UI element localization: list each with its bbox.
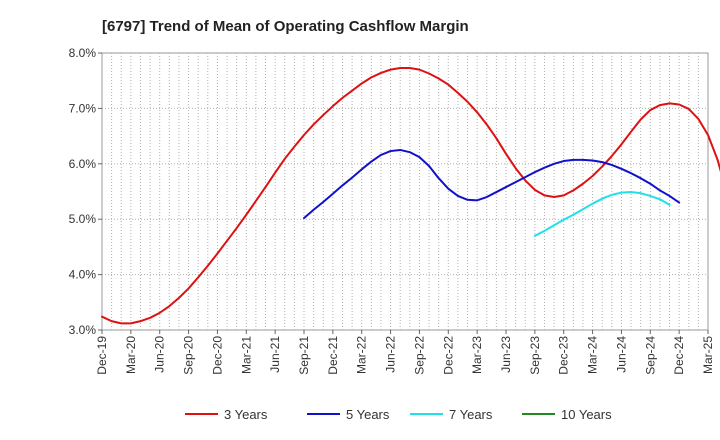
series-line-3-years — [101, 66, 720, 325]
x-tick-label: Dec-22 — [441, 336, 455, 375]
legend-label-10-years: 10 Years — [561, 407, 612, 422]
x-tick-label: Sep-22 — [412, 336, 426, 375]
y-axis: 3.0% 4.0% 5.0% 6.0% 7.0% 8.0% — [69, 46, 102, 337]
y-tick-label: 3.0% — [69, 323, 97, 337]
legend-label-3-years: 3 Years — [224, 407, 268, 422]
series-line-5-years — [303, 148, 681, 220]
y-tick-label: 6.0% — [69, 157, 97, 171]
plot-area — [101, 52, 709, 331]
y-tick-label: 7.0% — [69, 101, 97, 115]
chart-title: [6797] Trend of Mean of Operating Cashfl… — [102, 18, 469, 35]
y-tick-label: 5.0% — [69, 212, 97, 226]
series-lines — [101, 66, 720, 325]
series-line-7-years — [533, 191, 671, 237]
x-tick-label: Sep-23 — [528, 336, 542, 375]
x-tick-label: Jun-22 — [384, 336, 398, 373]
x-tick-label: Dec-20 — [210, 336, 224, 375]
legend-label-5-years: 5 Years — [346, 407, 390, 422]
x-tick-label: Jun-23 — [499, 336, 513, 373]
x-axis: Dec-19 Mar-20 Jun-20 Sep-20 Dec-20 Mar-21 Jun-… — [95, 330, 715, 375]
y-tick-label: 8.0% — [69, 46, 97, 60]
x-tick-label: Mar-21 — [239, 336, 253, 374]
x-tick-label: Mar-24 — [586, 336, 600, 374]
x-tick-label: Dec-24 — [672, 336, 686, 375]
legend: 3 Years 5 Years 7 Years 10 Years — [185, 407, 612, 422]
x-tick-label: Dec-21 — [326, 336, 340, 375]
x-tick-label: Mar-25 — [701, 336, 715, 374]
x-tick-label: Mar-23 — [470, 336, 484, 374]
legend-label-7-years: 7 Years — [449, 407, 493, 422]
x-tick-label: Jun-21 — [268, 336, 282, 373]
x-tick-label: Dec-19 — [95, 336, 109, 375]
x-tick-label: Sep-21 — [297, 336, 311, 375]
x-tick-label: Sep-24 — [643, 336, 657, 375]
x-tick-label: Sep-20 — [182, 336, 196, 375]
x-tick-label: Jun-20 — [153, 336, 167, 373]
x-tick-label: Jun-24 — [614, 336, 628, 373]
x-tick-label: Dec-23 — [557, 336, 571, 375]
x-tick-label: Mar-22 — [355, 336, 369, 374]
x-tick-label: Mar-20 — [124, 336, 138, 374]
y-tick-label: 4.0% — [69, 268, 97, 282]
